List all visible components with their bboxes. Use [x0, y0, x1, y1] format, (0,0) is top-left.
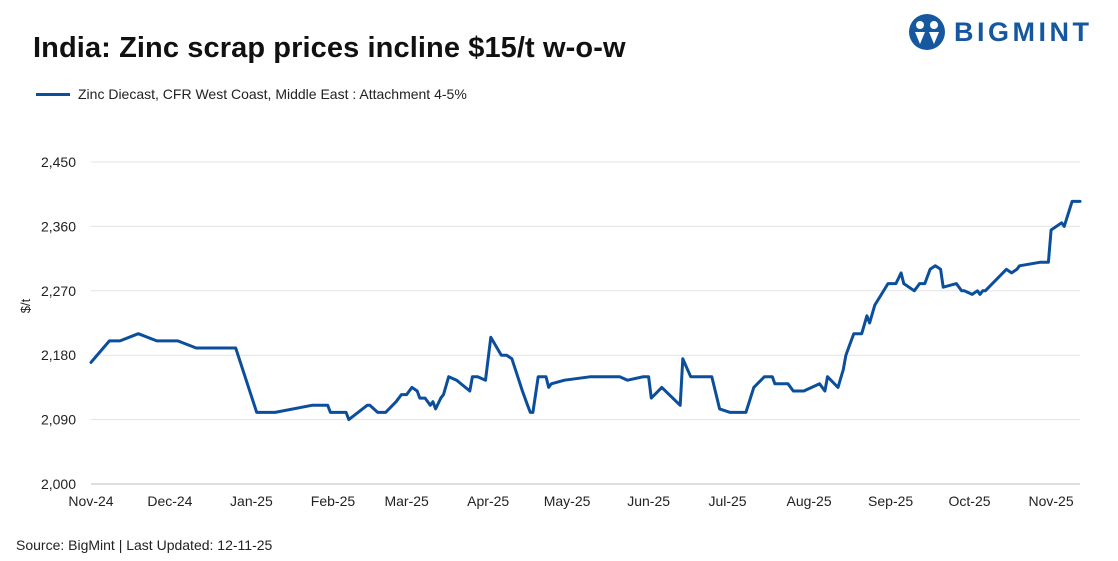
x-tick-label: Aug-25: [786, 493, 831, 509]
legend-label: Zinc Diecast, CFR West Coast, Middle Eas…: [78, 86, 467, 102]
y-tick-label: 2,270: [41, 283, 76, 299]
x-tick-label: Jun-25: [627, 493, 670, 509]
series-line-0: [89, 199, 1082, 422]
logo-figure-icon: [909, 14, 945, 50]
y-axis-label: $/t: [18, 298, 33, 313]
x-tick-label: May-25: [544, 493, 591, 509]
y-tick-label: 2,450: [41, 154, 76, 170]
chart-legend: Zinc Diecast, CFR West Coast, Middle Eas…: [36, 86, 467, 102]
x-tick-label: Mar-25: [384, 493, 429, 509]
y-tick-label: 2,180: [41, 347, 76, 363]
x-tick-label: Apr-25: [467, 493, 509, 509]
x-tick-label: Sep-25: [868, 493, 913, 509]
x-tick-label: Oct-25: [949, 493, 991, 509]
x-tick-label: Nov-25: [1028, 493, 1073, 509]
y-tick-label: 2,360: [41, 218, 76, 234]
brand-logo: BIGMINT: [908, 12, 1093, 52]
x-tick-label: Nov-24: [68, 493, 113, 509]
chart-title: India: Zinc scrap prices incline $15/t w…: [33, 32, 626, 64]
legend-swatch: [36, 92, 70, 96]
y-tick-label: 2,090: [41, 412, 76, 428]
x-tick-label: Jan-25: [230, 493, 273, 509]
x-tick-label: Feb-25: [311, 493, 356, 509]
source-note: Source: BigMint | Last Updated: 12-11-25: [16, 537, 273, 553]
y-tick-label: 2,000: [41, 476, 76, 492]
x-tick-label: Jul-25: [708, 493, 746, 509]
brand-logo-text: BIGMINT: [954, 16, 1093, 47]
x-tick-label: Dec-24: [147, 493, 192, 509]
